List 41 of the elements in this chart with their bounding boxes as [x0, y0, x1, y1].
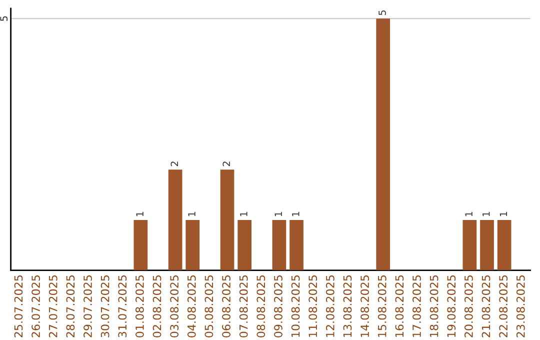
- x-tick-label: 05.08.2025: [204, 275, 214, 338]
- x-tick-label: 18.08.2025: [430, 275, 438, 337]
- data-label: 1: [188, 212, 196, 216]
- x-tick-label: 08.08.2025: [256, 275, 266, 338]
- x-tick-label: 22.08.2025: [499, 275, 508, 338]
- x-tick-label: 01.08.2025: [135, 275, 144, 338]
- data-label: 1: [240, 212, 248, 216]
- x-tick-label: 29.07.2025: [84, 275, 92, 338]
- x-tick-label: 16.08.2025: [395, 275, 404, 337]
- x-tick-label: 15.08.2025: [378, 275, 386, 337]
- x-tick-label: 14.08.2025: [360, 275, 369, 337]
- data-label: 1: [274, 212, 282, 216]
- x-tick-label: 10.08.2025: [291, 275, 300, 337]
- x-tick-label: 03.08.2025: [170, 275, 179, 338]
- x-tick-label: 06.08.2025: [222, 275, 230, 338]
- x-tick-label: 11.08.2025: [308, 275, 318, 337]
- x-tick-label: 04.08.2025: [187, 275, 196, 338]
- data-label: 2: [222, 162, 230, 166]
- data-label: 1: [482, 212, 490, 216]
- data-label: 1: [465, 212, 472, 216]
- x-tick-label: 31.07.2025: [118, 275, 127, 338]
- x-tick-label: 19.08.2025: [447, 275, 456, 337]
- data-label: 1: [500, 212, 507, 216]
- x-tick-label: 07.08.2025: [239, 275, 248, 338]
- x-tick-label: 30.07.2025: [100, 275, 110, 338]
- data-label: 1: [292, 212, 300, 216]
- x-tick-label: 09.08.2025: [274, 275, 282, 338]
- x-tick-label: 21.08.2025: [482, 275, 490, 338]
- x-tick-label: 23.08.2025: [516, 275, 525, 338]
- data-label: 2: [170, 162, 178, 166]
- x-tick-label: 20.08.2025: [464, 275, 473, 338]
- x-tick-label: 02.08.2025: [152, 275, 162, 338]
- x-tick-label: 28.07.2025: [66, 275, 75, 338]
- x-tick-label: 17.08.2025: [412, 275, 421, 337]
- x-tick-label: 13.08.2025: [343, 275, 352, 337]
- x-tick-label: 26.07.2025: [32, 275, 40, 338]
- x-tick-label: 27.07.2025: [48, 275, 58, 338]
- x-tick-label: 25.07.2025: [14, 275, 23, 338]
- data-label: 5: [378, 10, 386, 16]
- data-label: 1: [136, 212, 144, 216]
- x-tick-label: 12.08.2025: [326, 275, 334, 337]
